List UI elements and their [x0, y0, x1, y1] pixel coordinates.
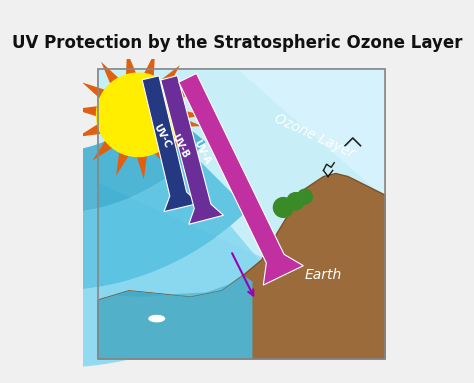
Polygon shape: [116, 152, 129, 176]
Polygon shape: [73, 106, 98, 116]
Polygon shape: [173, 87, 197, 102]
Polygon shape: [52, 226, 280, 368]
Circle shape: [97, 73, 180, 157]
Polygon shape: [161, 65, 180, 87]
Text: UV-C: UV-C: [151, 123, 172, 150]
Circle shape: [298, 189, 312, 204]
Polygon shape: [161, 75, 223, 224]
Polygon shape: [180, 110, 203, 120]
Text: Ozone Layer: Ozone Layer: [272, 112, 356, 161]
Title: UV Protection by the Stratospheric Ozone Layer: UV Protection by the Stratospheric Ozone…: [12, 34, 462, 52]
Polygon shape: [92, 141, 112, 161]
Polygon shape: [77, 124, 101, 137]
Polygon shape: [144, 52, 155, 76]
Polygon shape: [169, 134, 191, 152]
Polygon shape: [82, 82, 105, 98]
Polygon shape: [142, 76, 199, 211]
FancyBboxPatch shape: [98, 69, 385, 359]
Polygon shape: [155, 148, 171, 171]
Text: UV-A: UV-A: [191, 138, 212, 166]
Polygon shape: [137, 155, 147, 179]
Circle shape: [273, 198, 293, 217]
Polygon shape: [52, 155, 248, 291]
Polygon shape: [237, 69, 385, 198]
Polygon shape: [52, 102, 206, 214]
Polygon shape: [98, 275, 243, 300]
Circle shape: [287, 193, 304, 210]
Polygon shape: [98, 173, 385, 359]
Polygon shape: [98, 275, 253, 359]
Polygon shape: [101, 62, 118, 84]
Polygon shape: [179, 74, 303, 285]
Text: UV-B: UV-B: [169, 132, 191, 160]
Text: Earth: Earth: [305, 268, 342, 282]
Polygon shape: [178, 117, 202, 127]
Ellipse shape: [149, 316, 164, 322]
Polygon shape: [98, 69, 385, 260]
Polygon shape: [126, 51, 136, 75]
